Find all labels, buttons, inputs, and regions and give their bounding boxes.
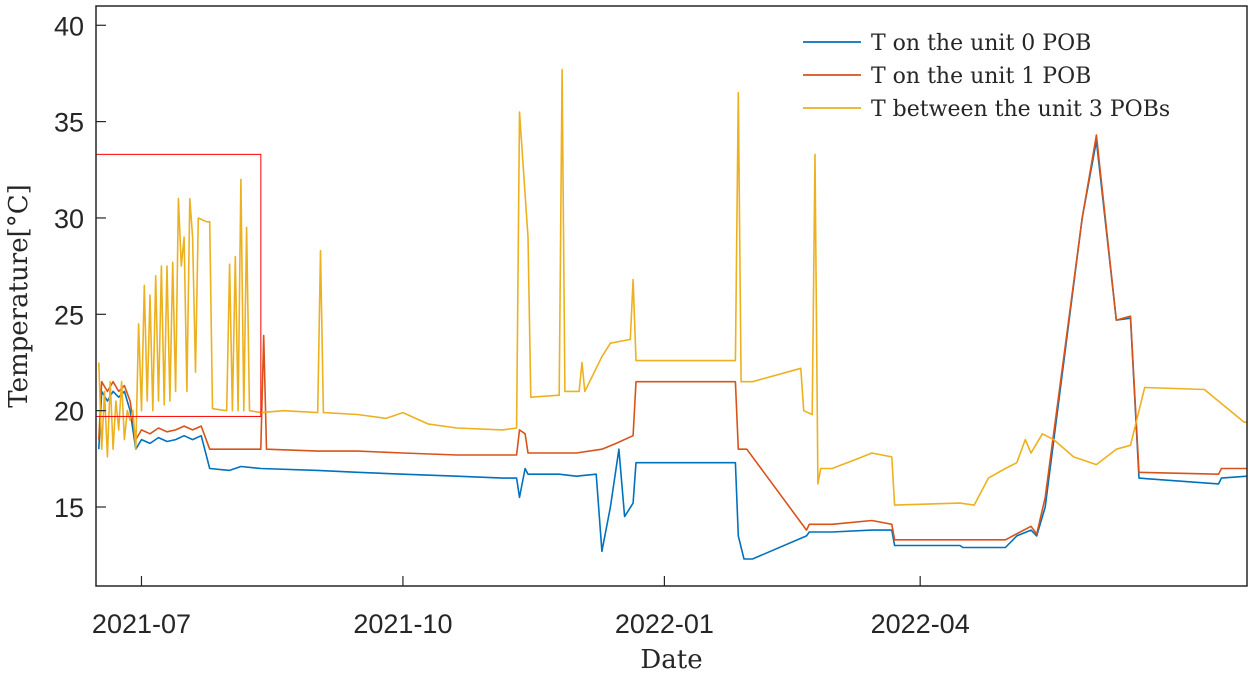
legend-entry-label: T on the unit 1 POB — [871, 64, 1091, 89]
y-axis-title: Temperature[°C] — [4, 184, 34, 408]
axes-frame — [95, 5, 1248, 587]
plot-area — [95, 5, 1248, 587]
series-line-2 — [98, 68, 1247, 506]
y-tick-label: 40 — [54, 11, 84, 41]
y-axis: 15 20 25 30 35 40 — [54, 11, 106, 523]
series-line-0 — [98, 140, 1248, 560]
series-layer — [98, 68, 1248, 560]
legend: T on the unit 0 POB T on the unit 1 POB T … — [803, 31, 1170, 122]
y-tick-label: 35 — [54, 108, 84, 138]
plot-background — [96, 6, 1247, 586]
x-tick-label: 2021-10 — [353, 609, 452, 639]
y-tick-label: 20 — [54, 397, 84, 427]
y-tick-label: 30 — [54, 204, 84, 234]
legend-entry-label: T on the unit 0 POB — [871, 31, 1091, 56]
x-axis: 2021-07 2021-10 2022-01 2022-04 — [92, 576, 970, 639]
x-tick-label: 2022-04 — [871, 609, 970, 639]
x-axis-title: Date — [640, 645, 702, 674]
y-tick-label: 15 — [54, 493, 84, 523]
x-tick-label: 2021-07 — [92, 609, 191, 639]
legend-entry-label: T between the unit 3 POBs — [871, 97, 1170, 122]
x-tick-label: 2022-01 — [615, 609, 714, 639]
series-line-1 — [98, 134, 1247, 541]
y-tick-label: 25 — [54, 300, 84, 330]
